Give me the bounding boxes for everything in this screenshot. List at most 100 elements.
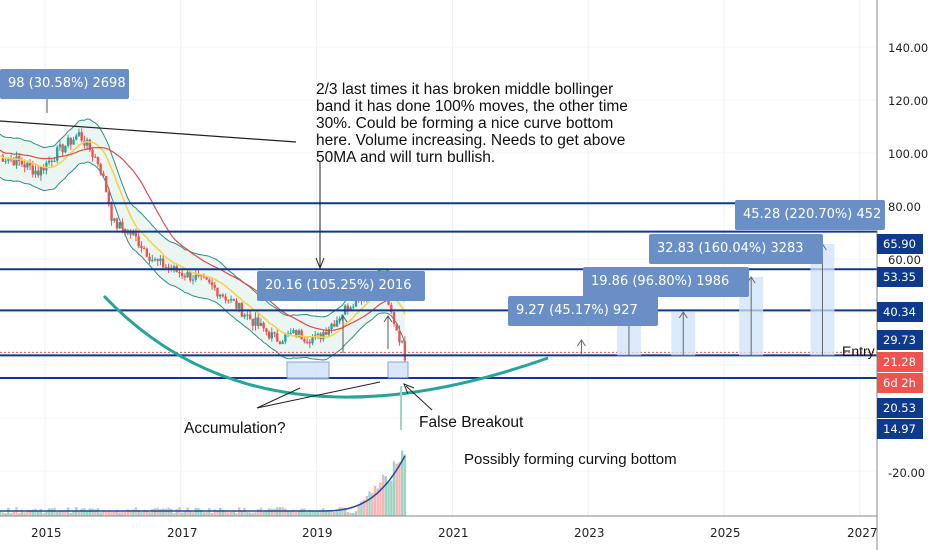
- curve-bottom: [102, 294, 549, 399]
- volume-bar: [37, 511, 40, 516]
- candle: [284, 334, 287, 342]
- volume-bar: [164, 508, 168, 516]
- volume-bar: [153, 508, 157, 516]
- candle: [199, 275, 203, 277]
- candle: [281, 341, 284, 344]
- measure-box-6[interactable]: 45.28 (220.70%) 452: [735, 200, 885, 230]
- candle: [53, 160, 56, 162]
- candle: [265, 328, 268, 332]
- candle: [398, 330, 401, 343]
- candle: [178, 271, 181, 273]
- candle: [104, 176, 108, 193]
- volume-bar: [371, 492, 374, 516]
- breakout-box: [387, 361, 409, 379]
- trend-line: [0, 120, 297, 143]
- volume-bar: [7, 507, 10, 516]
- volume-bar: [123, 512, 127, 516]
- volume-bar: [132, 509, 135, 516]
- candle: [303, 339, 306, 342]
- candle: [118, 222, 121, 229]
- volume-bar: [80, 508, 83, 516]
- candle: [113, 218, 116, 221]
- x-tick-label: 2017: [167, 526, 198, 540]
- volume-bar: [338, 507, 341, 516]
- volume-bar: [183, 511, 187, 516]
- volume-bar: [395, 463, 398, 516]
- candle: [39, 167, 43, 176]
- candle: [248, 314, 252, 319]
- volume-bar: [1, 512, 5, 516]
- candle: [210, 282, 214, 286]
- candle: [390, 304, 393, 313]
- volume-bar: [346, 511, 350, 516]
- volume-bar: [330, 511, 333, 516]
- volume-bar: [384, 476, 388, 516]
- candle: [7, 159, 10, 161]
- candle: [254, 317, 257, 326]
- candle: [110, 204, 113, 221]
- candle: [237, 302, 241, 309]
- volume-bar: [314, 511, 317, 516]
- volume-bar: [224, 510, 227, 516]
- volume-bar: [156, 507, 159, 516]
- price-label-14-97: 14.97: [877, 419, 923, 439]
- target-arrow-head: [576, 339, 586, 347]
- volume-bar: [265, 510, 268, 516]
- candle: [186, 272, 189, 278]
- candle: [58, 144, 62, 148]
- volume-bar: [390, 480, 393, 516]
- volume-bar: [246, 512, 249, 516]
- measure-box-1[interactable]: 98 (30.58%) 2698: [0, 69, 129, 99]
- candle: [77, 132, 81, 136]
- candle: [69, 137, 73, 145]
- volume-bars: [0, 450, 407, 516]
- y-tick-label: 60.00: [888, 253, 921, 267]
- candle: [20, 160, 24, 165]
- volume-bar: [137, 509, 140, 516]
- measure-box-4[interactable]: 19.86 (96.80%) 1986: [583, 267, 749, 297]
- candle: [12, 159, 15, 166]
- candle: [37, 170, 40, 176]
- measure-box-2[interactable]: 20.16 (105.25%) 2016: [257, 271, 425, 301]
- volume-bar: [248, 512, 252, 516]
- volume-bar: [284, 508, 287, 516]
- volume-bar: [218, 507, 222, 516]
- price-label-53-35: 53.35: [877, 267, 923, 287]
- measure-arrow-head: [338, 315, 348, 323]
- volume-bar: [45, 511, 48, 516]
- volume-bar: [240, 510, 244, 516]
- volume-bar: [39, 509, 43, 516]
- volume-bar: [254, 512, 257, 516]
- measure-box-5[interactable]: 32.83 (160.04%) 3283: [649, 234, 823, 264]
- measure-box-3[interactable]: 9.27 (45.17%) 927: [508, 296, 658, 326]
- candle: [338, 318, 341, 321]
- volume-bar: [270, 508, 273, 516]
- volume-bar: [58, 511, 62, 516]
- candle: [148, 256, 151, 261]
- candle: [115, 218, 119, 229]
- volume-bar: [311, 510, 314, 516]
- volume-bar: [91, 508, 94, 516]
- volume-bar: [31, 509, 34, 516]
- volume-bar: [360, 501, 363, 516]
- candle: [267, 331, 271, 339]
- x-tick-label: 2019: [302, 526, 333, 540]
- candle: [197, 274, 200, 276]
- volume-bar: [110, 512, 113, 516]
- volume-bar: [335, 510, 339, 516]
- candle: [316, 333, 320, 335]
- candle: [327, 329, 331, 335]
- candle: [15, 156, 18, 166]
- volume-bar: [170, 508, 173, 516]
- volume-bar: [305, 512, 309, 516]
- candle: [232, 299, 235, 301]
- candle: [42, 167, 45, 171]
- volume-bar: [83, 508, 86, 516]
- volume-bar: [333, 511, 336, 516]
- volume-bar: [17, 512, 21, 516]
- volume-bar: [64, 511, 67, 516]
- candle: [34, 170, 37, 175]
- volume-bar: [172, 512, 176, 516]
- candle: [153, 259, 157, 261]
